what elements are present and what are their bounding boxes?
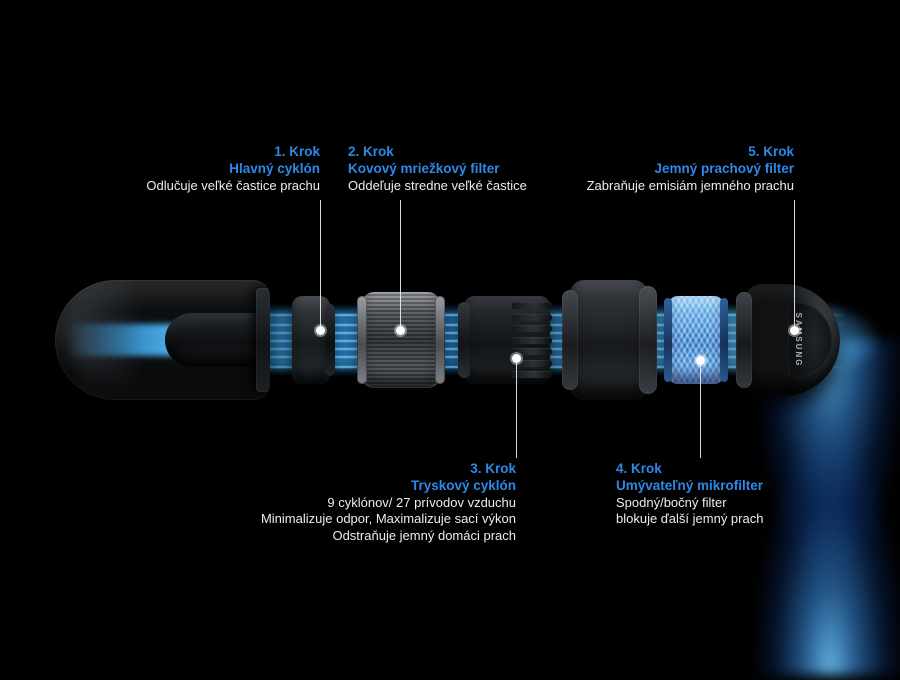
label-step5: 5. KrokJemný prachový filterZabraňuje em…: [474, 143, 794, 194]
step-number: 4. Krok: [616, 460, 896, 477]
leader-step2: [400, 200, 401, 330]
dust-bin-core: [165, 313, 263, 367]
leader-dot-step3: [512, 354, 521, 363]
filter-housing: [570, 280, 648, 400]
label-step1: 1. KrokHlavný cyklónOdlučuje veľké časti…: [0, 143, 320, 194]
step-title: Hlavný cyklón: [0, 160, 320, 177]
step-number: 1. Krok: [0, 143, 320, 160]
label-step3: 3. KrokTryskový cyklón9 cyklónov/ 27 prí…: [96, 460, 516, 544]
step-title: Umývateľný mikrofilter: [616, 477, 896, 494]
step-desc: Spodný/bočný filter: [616, 495, 896, 512]
main-cyclone-ring: [292, 296, 330, 384]
leader-dot-step1: [316, 326, 325, 335]
step-title: Jemný prachový filter: [474, 160, 794, 177]
step-desc: Zabraňuje emisiám jemného prachu: [474, 178, 794, 195]
step-number: 5. Krok: [474, 143, 794, 160]
step-desc: Odstraňuje jemný domáci prach: [96, 528, 516, 545]
leader-step5: [794, 200, 795, 330]
jet-cyclone-fins: [512, 302, 552, 378]
step-desc: Minimalizuje odpor, Maximalizuje sací vý…: [96, 511, 516, 528]
dust-bin: [55, 280, 270, 400]
step-title: Tryskový cyklón: [96, 477, 516, 494]
leader-dot-step2: [396, 326, 405, 335]
leader-step1: [320, 200, 321, 330]
dust-bin-flange: [256, 288, 270, 392]
jet-cyclone: [464, 296, 550, 384]
brand-text: SAMSUNG: [794, 313, 803, 368]
diagram-canvas: SAMSUNG 1. KrokHlavný cyklónOdlučuje veľ…: [0, 0, 900, 675]
washable-microfilter: [668, 296, 724, 384]
leader-step4: [700, 360, 701, 458]
leader-dot-step5: [790, 326, 799, 335]
step-desc: blokuje ďalší jemný prach: [616, 511, 896, 528]
step-desc: Odlučuje veľké častice prachu: [0, 178, 320, 195]
step-desc: 9 cyklónov/ 27 prívodov vzduchu: [96, 495, 516, 512]
leader-step3: [516, 358, 517, 458]
step-number: 3. Krok: [96, 460, 516, 477]
label-step4: 4. KrokUmývateľný mikrofilterSpodný/bočn…: [616, 460, 896, 528]
leader-dot-step4: [696, 356, 705, 365]
metal-mesh-filter: [362, 292, 440, 388]
